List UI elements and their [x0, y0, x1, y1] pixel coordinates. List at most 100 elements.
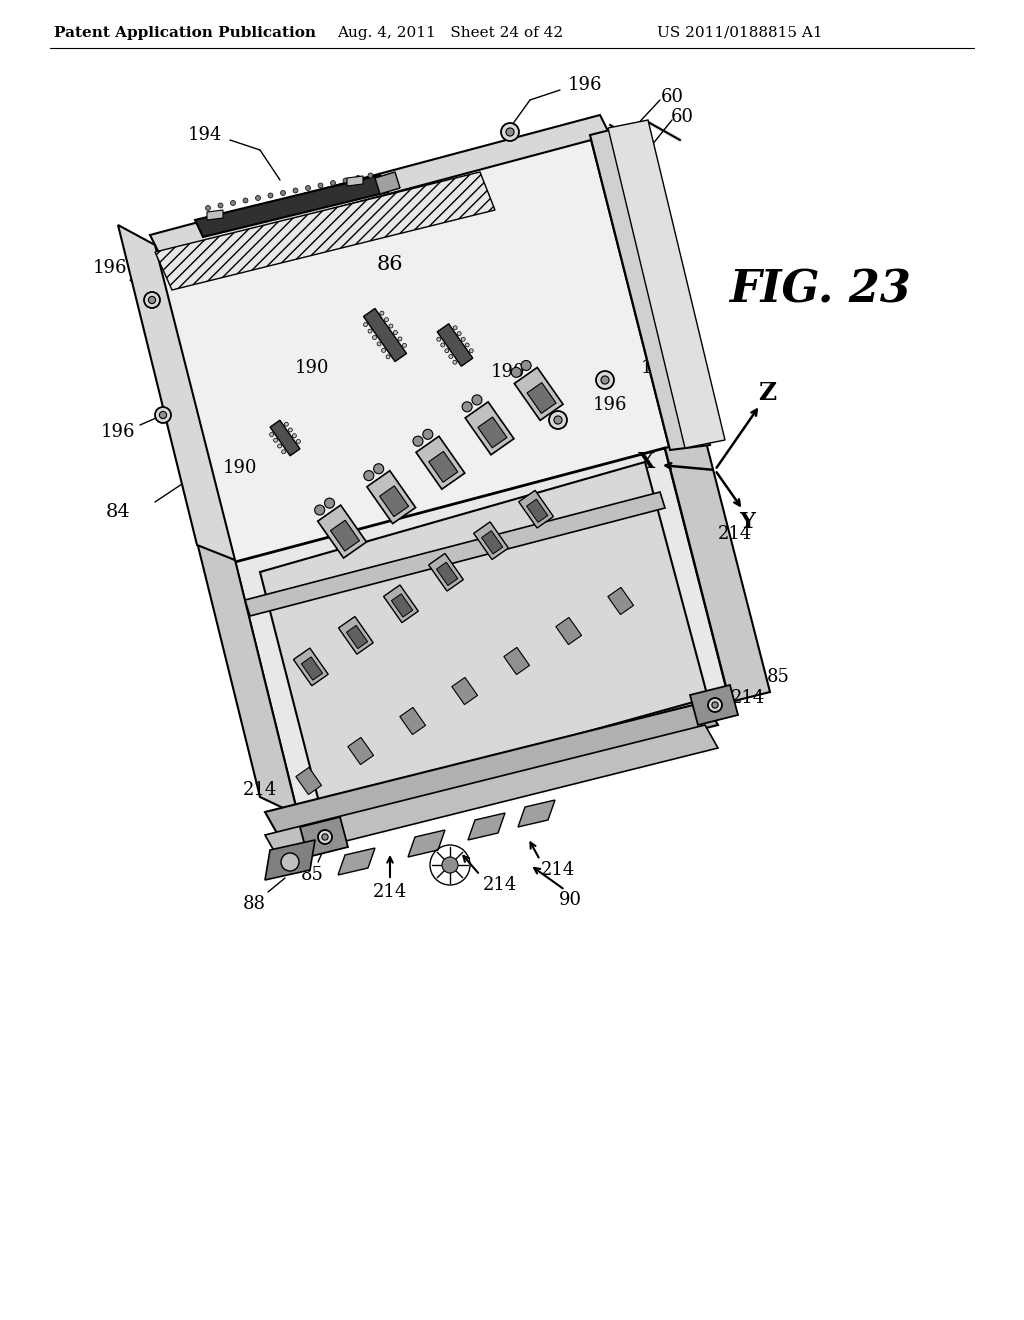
Circle shape — [368, 329, 372, 333]
Circle shape — [343, 178, 348, 183]
Circle shape — [712, 702, 718, 708]
Circle shape — [380, 312, 384, 315]
Polygon shape — [150, 115, 610, 255]
Circle shape — [243, 198, 248, 203]
Polygon shape — [300, 817, 348, 857]
Circle shape — [318, 830, 332, 843]
Circle shape — [160, 412, 167, 418]
Circle shape — [377, 342, 381, 346]
Polygon shape — [207, 210, 223, 220]
Circle shape — [453, 360, 457, 364]
Circle shape — [144, 292, 160, 308]
Circle shape — [268, 193, 273, 198]
Text: 194: 194 — [187, 125, 222, 144]
Circle shape — [285, 422, 289, 426]
Polygon shape — [519, 490, 553, 528]
Circle shape — [325, 498, 335, 508]
Polygon shape — [408, 830, 445, 857]
Text: 214: 214 — [243, 781, 278, 799]
Circle shape — [155, 407, 171, 422]
Polygon shape — [270, 420, 300, 455]
Polygon shape — [429, 451, 458, 482]
Circle shape — [469, 348, 473, 352]
Polygon shape — [514, 367, 563, 420]
Polygon shape — [331, 520, 359, 550]
Circle shape — [256, 195, 260, 201]
Text: Y: Y — [739, 511, 755, 533]
Circle shape — [444, 348, 449, 352]
Circle shape — [355, 176, 360, 181]
Text: 60: 60 — [660, 88, 683, 106]
Circle shape — [273, 438, 278, 442]
Circle shape — [449, 355, 453, 359]
Circle shape — [506, 128, 514, 136]
Polygon shape — [364, 309, 407, 362]
Circle shape — [269, 433, 273, 437]
Circle shape — [289, 428, 293, 432]
Circle shape — [521, 360, 531, 371]
Circle shape — [501, 123, 519, 141]
Polygon shape — [478, 417, 507, 447]
Polygon shape — [265, 702, 718, 836]
Polygon shape — [690, 685, 738, 725]
Text: Patent Application Publication: Patent Application Publication — [54, 26, 316, 40]
Circle shape — [282, 450, 286, 454]
Polygon shape — [437, 323, 473, 366]
Circle shape — [293, 434, 296, 438]
Circle shape — [413, 436, 423, 446]
Polygon shape — [317, 506, 367, 558]
Polygon shape — [590, 125, 710, 450]
Polygon shape — [416, 437, 465, 490]
Polygon shape — [301, 657, 323, 680]
Text: 190: 190 — [490, 363, 525, 381]
Circle shape — [472, 395, 482, 405]
Text: 85: 85 — [301, 866, 324, 884]
Text: 214: 214 — [731, 689, 765, 708]
Circle shape — [708, 698, 722, 711]
Polygon shape — [384, 585, 418, 623]
Circle shape — [322, 834, 328, 840]
Circle shape — [305, 186, 310, 190]
Text: 214: 214 — [373, 883, 408, 902]
Circle shape — [382, 348, 386, 352]
Circle shape — [384, 318, 388, 322]
Polygon shape — [468, 813, 505, 840]
Text: 196: 196 — [567, 77, 602, 94]
Circle shape — [461, 338, 465, 342]
Text: 196: 196 — [641, 359, 675, 378]
Text: 84: 84 — [105, 503, 130, 521]
Polygon shape — [526, 499, 548, 523]
Polygon shape — [155, 172, 495, 290]
Polygon shape — [452, 677, 477, 705]
Circle shape — [364, 471, 374, 480]
Circle shape — [148, 297, 156, 304]
Polygon shape — [346, 626, 368, 648]
Polygon shape — [474, 521, 508, 560]
Text: 60: 60 — [671, 108, 693, 125]
Text: Z: Z — [758, 381, 776, 405]
Text: FIG. 23: FIG. 23 — [729, 268, 911, 312]
Polygon shape — [265, 840, 315, 880]
Circle shape — [601, 376, 609, 384]
Polygon shape — [118, 224, 234, 560]
Circle shape — [554, 416, 562, 424]
Circle shape — [230, 201, 236, 206]
Polygon shape — [429, 553, 463, 591]
Text: X: X — [638, 451, 655, 473]
Polygon shape — [294, 648, 328, 685]
Text: 190: 190 — [223, 459, 257, 477]
Circle shape — [331, 181, 336, 186]
Circle shape — [457, 331, 461, 335]
Polygon shape — [367, 471, 416, 524]
Circle shape — [368, 173, 373, 178]
Polygon shape — [197, 543, 298, 814]
Circle shape — [364, 322, 368, 326]
Circle shape — [386, 355, 390, 359]
Text: 88: 88 — [243, 895, 265, 913]
Polygon shape — [399, 708, 426, 735]
Circle shape — [296, 440, 300, 444]
Text: 85: 85 — [767, 668, 790, 686]
Circle shape — [281, 190, 286, 195]
Circle shape — [596, 371, 614, 389]
Circle shape — [437, 338, 440, 342]
